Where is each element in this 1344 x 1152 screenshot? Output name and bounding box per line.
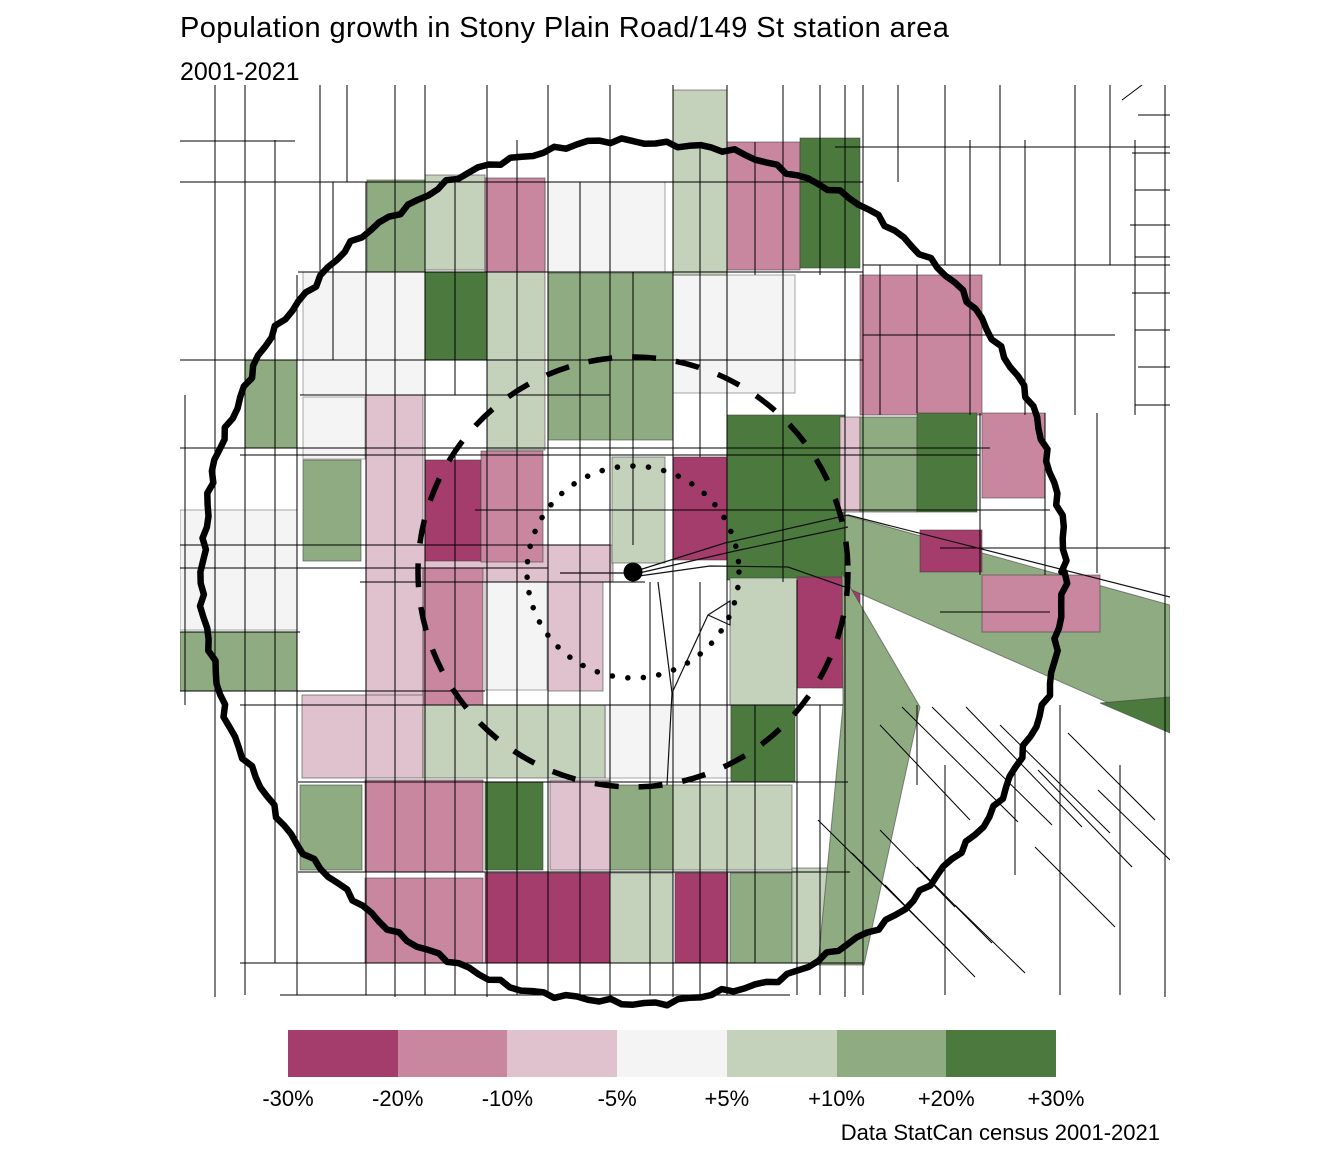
census-block <box>674 872 729 964</box>
rail-line <box>638 514 1170 598</box>
legend-swatch-p2 <box>397 1030 508 1077</box>
street-line <box>1037 769 1133 868</box>
street-line <box>901 706 1019 823</box>
census-block <box>981 574 1101 633</box>
census-block <box>302 459 362 562</box>
street-line <box>954 904 1026 974</box>
census-block <box>729 872 793 964</box>
census-block <box>424 459 482 562</box>
legend-label: -20% <box>372 1086 424 1111</box>
legend-swatch-g2 <box>836 1030 947 1077</box>
street-line <box>1097 789 1170 861</box>
street-line <box>965 706 1083 828</box>
census-block <box>672 784 793 871</box>
legend-label: -30% <box>262 1086 314 1111</box>
street-line <box>931 706 1053 826</box>
rail-line <box>638 565 846 588</box>
street-line <box>1034 846 1116 928</box>
street-line <box>916 866 993 944</box>
legend-label: +5% <box>704 1086 750 1111</box>
map-canvas <box>180 85 1170 1009</box>
page-title: Population growth in Stony Plain Road/14… <box>180 12 950 44</box>
census-block <box>180 631 298 692</box>
legend-swatch-p3 <box>288 1030 398 1077</box>
legend-label: +30% <box>1027 1086 1085 1111</box>
census-block <box>302 396 366 460</box>
rail-line <box>671 599 731 694</box>
street-line <box>879 829 956 908</box>
legend-label: +20% <box>917 1086 975 1111</box>
census-block <box>422 704 606 779</box>
inner-ring <box>524 463 742 681</box>
outer-ring <box>196 135 1071 1009</box>
census-block <box>301 694 424 779</box>
census-block <box>609 872 674 964</box>
census-block <box>916 412 978 513</box>
census-block <box>609 784 674 871</box>
census-block <box>859 416 918 513</box>
legend-swatch-g3 <box>946 1030 1057 1077</box>
legend-label: -10% <box>481 1086 534 1111</box>
census-block <box>364 779 484 873</box>
legend-label: -5% <box>597 1086 637 1111</box>
census-block <box>302 271 426 396</box>
census-block <box>422 567 484 706</box>
census-block <box>484 177 546 273</box>
street-line <box>884 884 976 978</box>
rail-line <box>638 526 849 574</box>
census-block <box>484 581 548 691</box>
station-marker <box>623 562 643 582</box>
census-block <box>817 571 921 966</box>
page-subtitle: 2001-2021 <box>180 58 300 86</box>
census-block <box>544 181 666 273</box>
street-line <box>1067 732 1156 821</box>
legend-swatch-p1 <box>507 1030 618 1077</box>
census-block <box>919 529 983 573</box>
census-block <box>484 781 544 871</box>
census-block <box>486 271 546 451</box>
census-block <box>839 416 861 513</box>
legend-color-bar <box>288 1030 1057 1077</box>
census-block <box>726 414 846 581</box>
census-block <box>480 450 544 563</box>
census-block <box>799 137 861 269</box>
street-line <box>879 724 971 821</box>
middle-ring <box>415 354 851 790</box>
data-source-caption: Data StatCan census 2001-2021 <box>840 1120 1160 1145</box>
legend-label: +10% <box>808 1086 865 1111</box>
census-block <box>672 274 796 394</box>
street-line <box>1121 85 1143 101</box>
census-block <box>424 271 488 361</box>
census-block <box>1099 696 1170 734</box>
legend-swatch-g1 <box>726 1030 837 1077</box>
street-line <box>999 724 1111 834</box>
census-block <box>729 577 798 706</box>
census-block <box>547 581 604 692</box>
legend-swatch-n0 <box>617 1030 727 1077</box>
